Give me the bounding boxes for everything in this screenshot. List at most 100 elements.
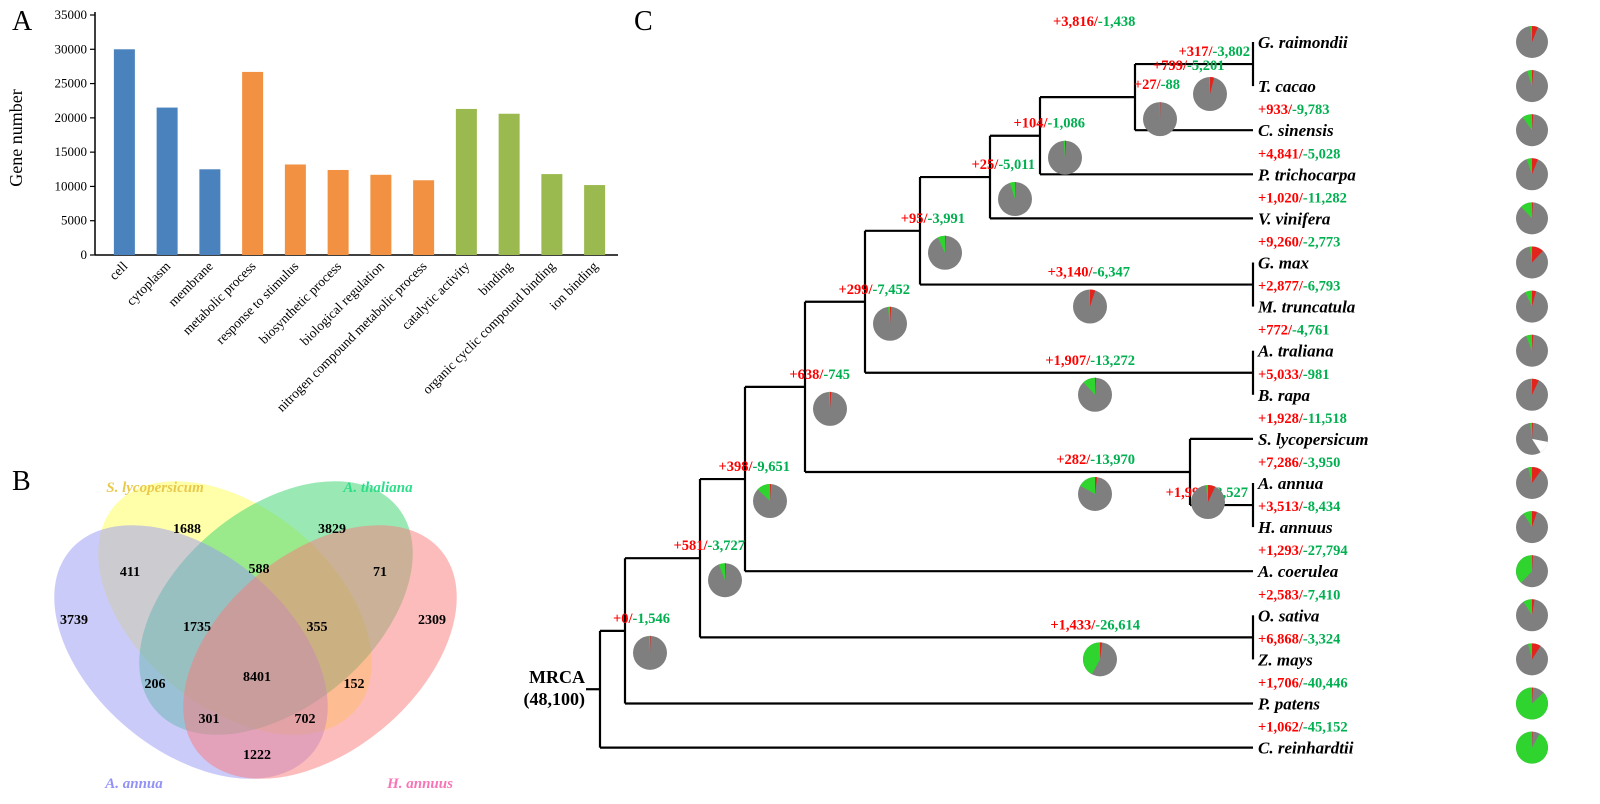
species-name: P. patens xyxy=(1257,695,1320,714)
venn-region-count: 2309 xyxy=(418,613,446,628)
gain-loss-label: +398/-9,651 xyxy=(718,459,790,475)
venn-region-count: 152 xyxy=(344,677,365,692)
venn-region-count: 702 xyxy=(295,712,316,727)
gain-loss-label: +1,706/-40,446 xyxy=(1258,676,1348,692)
species-pie-chart xyxy=(1516,246,1548,279)
gain-loss-label: +3,816/-1,438 xyxy=(1053,14,1135,30)
species-pie-chart xyxy=(1516,25,1548,58)
gain-loss-label: +4,841/-5,028 xyxy=(1258,146,1340,162)
node-pie-chart xyxy=(998,182,1032,217)
species-pie-chart xyxy=(1516,378,1548,411)
y-tick-label: 20000 xyxy=(55,110,88,125)
species-pie-chart xyxy=(1516,290,1548,323)
gain-loss-label: +638/-745 xyxy=(789,367,850,383)
species-pie-chart xyxy=(1516,643,1548,676)
species-name: C. reinhardtii xyxy=(1258,739,1354,758)
species-name: G. max xyxy=(1258,254,1310,273)
species-name: G. raimondii xyxy=(1258,33,1348,52)
gain-loss-label: +0/-1,546 xyxy=(613,611,670,627)
species-pie-chart xyxy=(1516,599,1548,632)
venn-region-count: 588 xyxy=(249,562,270,577)
venn-region-count: 3829 xyxy=(318,522,346,537)
gain-loss-label: +6,868/-3,324 xyxy=(1258,631,1340,647)
gain-loss-label: +933/-9,783 xyxy=(1258,102,1330,118)
bar-category-label: metabolic process xyxy=(179,259,258,338)
venn-region-count: 1735 xyxy=(183,620,211,635)
node-pie-chart xyxy=(1048,140,1082,175)
y-tick-label: 25000 xyxy=(55,76,88,91)
gain-loss-label: +299/-7,452 xyxy=(838,282,910,298)
species-pie-chart xyxy=(1516,511,1548,544)
gain-loss-label: +1,293/-27,794 xyxy=(1258,543,1348,559)
species-name: B. rapa xyxy=(1257,386,1310,405)
bar xyxy=(199,169,221,255)
species-name: Z. mays xyxy=(1257,650,1313,669)
gain-loss-label: +282/-13,970 xyxy=(1056,452,1135,468)
bar xyxy=(284,164,306,255)
species-name: H. annuus xyxy=(1257,518,1333,537)
species-name: C. sinensis xyxy=(1258,121,1334,140)
species-pie-chart xyxy=(1516,555,1548,588)
species-name: P. trichocarpa xyxy=(1257,165,1356,184)
species-pie-chart xyxy=(1516,422,1548,455)
gain-loss-label: +104/-1,086 xyxy=(1013,116,1085,132)
y-tick-label: 5000 xyxy=(61,213,87,228)
species-name: S. lycopersicum xyxy=(1258,430,1369,449)
bar xyxy=(584,185,606,255)
node-pie-chart xyxy=(633,635,667,670)
bar xyxy=(242,71,264,256)
species-pie-chart xyxy=(1516,467,1548,499)
venn-region-count: 411 xyxy=(120,565,140,580)
gain-loss-label: +3,140/-6,347 xyxy=(1048,265,1130,281)
venn-set-label: A. annua xyxy=(104,776,163,792)
gain-loss-label: +1,020/-11,282 xyxy=(1258,190,1347,206)
venn-set-label: S. lycopersicum xyxy=(106,480,204,496)
gain-loss-label: +95/-3,991 xyxy=(901,211,965,227)
gain-loss-label: +2,877/-6,793 xyxy=(1258,279,1340,295)
node-pie-chart xyxy=(928,235,962,270)
y-axis-title: Gene number xyxy=(6,89,26,186)
bar xyxy=(541,174,563,255)
panel-c-label: C xyxy=(634,6,653,37)
species-name: T. cacao xyxy=(1258,77,1316,96)
venn-region-count: 355 xyxy=(307,620,328,635)
node-pie-chart xyxy=(873,306,907,341)
venn-region-count: 301 xyxy=(199,712,220,727)
gain-loss-label: +581/-3,727 xyxy=(673,538,745,554)
node-pie-chart xyxy=(708,563,742,598)
venn-set-label: A. thaliana xyxy=(342,480,413,496)
node-pie-chart xyxy=(1143,102,1177,137)
species-pie-chart xyxy=(1516,158,1548,191)
gain-loss-label: +799/-5,201 xyxy=(1153,58,1225,74)
species-pie-chart xyxy=(1516,202,1548,235)
gain-loss-label: +1,062/-45,152 xyxy=(1258,720,1348,736)
bar xyxy=(156,107,178,255)
species-name: A. coerulea xyxy=(1257,562,1339,581)
y-tick-label: 15000 xyxy=(55,144,88,159)
gain-loss-label: +25/-5,011 xyxy=(972,157,1035,173)
bar xyxy=(413,180,435,255)
node-pie-chart xyxy=(1078,377,1112,412)
venn-region-count: 1688 xyxy=(173,522,201,537)
species-name: A. traliana xyxy=(1257,342,1334,361)
panel-b-label: B xyxy=(12,466,31,497)
mrca-label: MRCA xyxy=(529,667,585,687)
y-tick-label: 0 xyxy=(81,247,88,262)
phylogenetic-tree: MRCA(48,100) +0/-1,546 +581/-3,727 +398/-9,… xyxy=(524,14,1548,764)
gain-loss-label: +5,033/-981 xyxy=(1258,367,1330,383)
venn-region-count: 206 xyxy=(145,677,166,692)
species-name: V. vinifera xyxy=(1258,209,1331,228)
go-annotation-bar-chart: 0 5000 10000 15000 20000 25000 30000 35000 Gene … xyxy=(6,7,618,415)
species-pie-chart xyxy=(1516,70,1548,103)
node-pie-chart xyxy=(1082,642,1117,677)
species-name: M. truncatula xyxy=(1257,298,1356,317)
orthologs-venn-diagram: 1688 3829 411 588 71 3739 1735 355 2309 206 8401 15… xyxy=(54,480,457,792)
bar xyxy=(370,174,392,255)
mrca-count: (48,100) xyxy=(524,689,586,710)
gain-loss-label: +7,286/-3,950 xyxy=(1258,455,1340,471)
venn-region-count: 3739 xyxy=(60,613,88,628)
node-pie-chart xyxy=(1191,485,1225,520)
bar xyxy=(113,49,135,256)
y-tick-label: 10000 xyxy=(55,178,88,193)
